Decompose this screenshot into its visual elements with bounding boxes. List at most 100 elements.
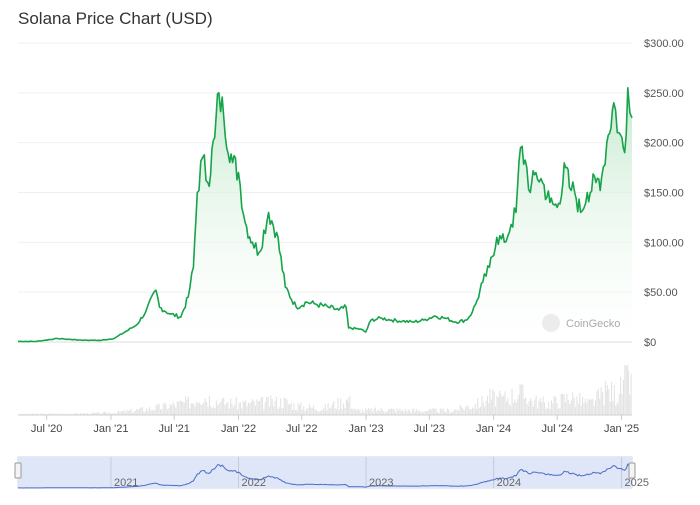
volume-bar — [220, 402, 222, 415]
volume-bar — [76, 413, 78, 415]
volume-bar — [238, 402, 240, 415]
volume-bar — [609, 401, 611, 415]
x-axis: Jul '20 Jan '21 Jul '21 Jan '22 Jul '22 Jan '… — [31, 415, 639, 435]
volume-bar — [365, 408, 367, 415]
volume-bar — [535, 395, 537, 415]
volume-bar — [627, 370, 629, 415]
volume-bar — [194, 406, 196, 415]
volume-bar — [612, 401, 614, 415]
volume-bar — [596, 390, 598, 415]
volume-bar — [478, 407, 480, 415]
volume-bar — [602, 392, 604, 415]
volume-bar — [221, 398, 223, 415]
volume-bar — [425, 411, 427, 415]
volume-bar — [61, 413, 63, 415]
volume-bar — [122, 411, 124, 415]
volume-bar — [159, 409, 161, 415]
volume-bar — [154, 410, 156, 415]
volume-bar — [538, 400, 540, 415]
volume-bar — [510, 406, 512, 415]
volume-bar — [84, 413, 86, 415]
volume-bar — [71, 413, 73, 415]
volume-bar — [369, 409, 371, 415]
volume-bar — [467, 406, 469, 415]
volume-bar — [214, 408, 216, 415]
volume-bar — [116, 412, 118, 415]
price-area — [18, 87, 632, 342]
volume-bar — [546, 407, 548, 415]
volume-bar — [532, 406, 534, 415]
volume-bar — [629, 394, 631, 415]
volume-bar — [452, 411, 454, 415]
volume-bar — [67, 413, 69, 415]
volume-bar — [206, 401, 208, 415]
volume-bar — [152, 410, 154, 415]
volume-bar — [460, 406, 462, 415]
volume-bar — [577, 403, 579, 415]
volume-bar — [583, 403, 585, 415]
coingecko-logo-icon — [542, 314, 560, 332]
volume-bar — [232, 407, 234, 415]
volume-bar — [410, 412, 412, 415]
volume-bar — [168, 408, 170, 415]
volume-bar — [362, 409, 364, 415]
volume-bar — [331, 404, 333, 415]
volume-bar — [358, 409, 360, 415]
volume-bar — [505, 401, 507, 415]
volume-bar — [367, 408, 369, 415]
volume-bar — [465, 407, 467, 415]
volume-bar — [627, 365, 629, 415]
volume-bar — [597, 388, 599, 415]
volume-bar — [252, 399, 254, 415]
navigator-right-handle[interactable] — [628, 462, 636, 479]
volume-bar — [431, 408, 433, 415]
volume-bar — [556, 403, 558, 415]
volume-bar — [557, 408, 559, 415]
volume-bar — [589, 399, 591, 415]
volume-bar — [40, 413, 42, 415]
volume-bar — [118, 410, 120, 415]
volume-bar — [165, 404, 167, 415]
volume-bar — [492, 389, 494, 415]
volume-bar — [466, 405, 468, 415]
volume-bar — [75, 413, 77, 415]
volume-bar — [441, 409, 443, 415]
volume-bar — [304, 410, 306, 415]
volume-bar — [484, 406, 486, 415]
volume-bar — [595, 400, 597, 415]
volume-bar — [80, 413, 82, 415]
volume-bar — [384, 412, 386, 415]
volume-bar — [92, 412, 94, 415]
volume-bar — [253, 401, 255, 415]
navigator-left-handle[interactable] — [14, 462, 22, 479]
volume-bar — [281, 408, 283, 415]
volume-bar — [111, 413, 113, 415]
volume-bar — [166, 409, 168, 415]
volume-bar — [326, 410, 328, 415]
volume-bar — [286, 399, 288, 415]
volume-bar — [137, 409, 139, 415]
volume-bar — [504, 391, 506, 415]
volume-bar — [244, 402, 246, 415]
volume-bar — [123, 409, 125, 415]
volume-bar — [311, 407, 313, 415]
volume-bar — [271, 399, 273, 415]
y-tick-label: $0 — [644, 337, 656, 349]
volume-bar — [58, 413, 60, 415]
volume-bar — [260, 397, 262, 415]
volume-bar — [230, 398, 232, 415]
volume-bar — [247, 402, 249, 415]
navigator-selection[interactable] — [18, 457, 632, 488]
volume-bar — [599, 398, 601, 415]
x-tick-label: Jul '21 — [158, 423, 189, 435]
y-tick-label: $50.00 — [644, 287, 678, 299]
volume-bar — [20, 413, 22, 415]
volume-bar — [584, 398, 586, 415]
volume-bar — [482, 402, 484, 415]
volume-bar — [432, 408, 434, 415]
volume-bar — [322, 410, 324, 415]
volume-bar — [43, 413, 45, 415]
volume-bar — [32, 413, 34, 415]
volume-bar — [497, 397, 499, 415]
